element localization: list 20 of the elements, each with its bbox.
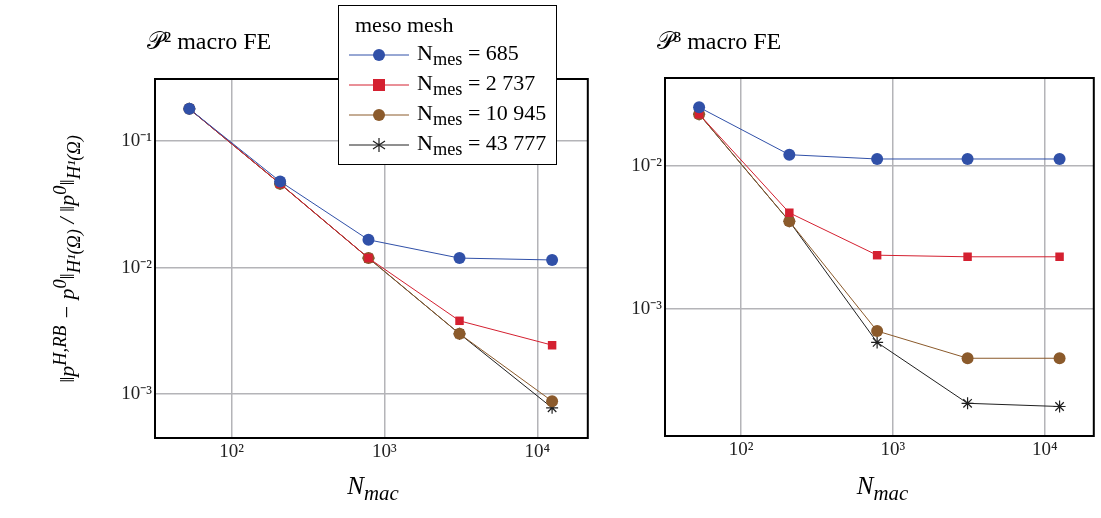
x-tick-label: 10⁴	[524, 440, 551, 462]
y-tick-label: 10⁻²	[631, 153, 663, 175]
x-tick-label: 10²	[219, 440, 245, 462]
x-axis-title: N$_{mac}$	[346, 472, 400, 506]
legend-label: N$_{mes}$ = 685	[417, 39, 519, 71]
x-tick-label: 10³	[372, 440, 398, 462]
y-tick-label: 10⁻³	[631, 296, 663, 318]
legend-title: meso mesh	[354, 12, 455, 38]
x-tick-label: 10⁴	[1032, 438, 1059, 460]
legend-label: N$_{mes}$ = 10 945	[417, 99, 547, 131]
legend-label: N$_{mes}$ = 43 777	[417, 129, 547, 161]
y-tick-label: 10⁻²	[121, 255, 153, 277]
y-tick-label: 10⁻³	[121, 382, 153, 404]
x-tick-label: 10²	[728, 438, 754, 460]
x-axis-title: N$_{mac}$	[855, 472, 910, 506]
y-tick-label: 10⁻¹	[121, 129, 153, 151]
legend-label: N$_{mes}$ = 2 737	[417, 69, 536, 101]
x-tick-label: 10³	[880, 438, 906, 460]
chart-title: 𝒫² macro FE	[147, 28, 272, 55]
chart-title: 𝒫³ macro FE	[657, 28, 782, 55]
